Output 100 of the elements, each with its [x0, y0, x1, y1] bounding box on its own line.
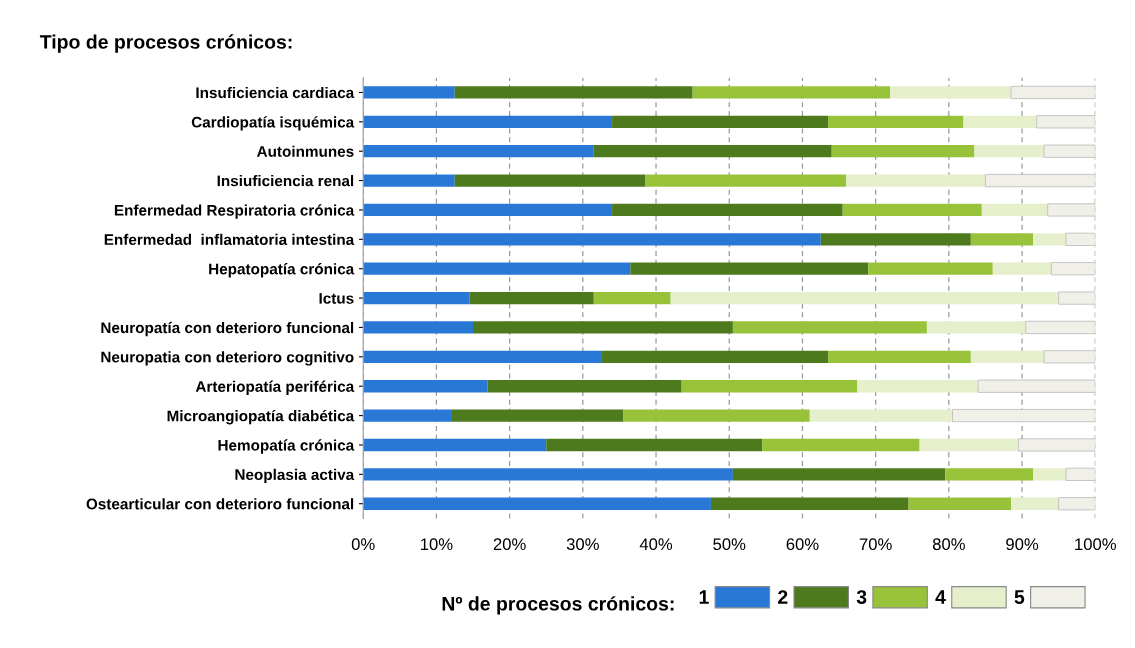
bar: [1043, 350, 1096, 364]
y-tick-label: Autoinmunes: [256, 145, 354, 157]
bar: [970, 233, 1034, 246]
bar: [842, 203, 982, 217]
bar: [692, 86, 891, 99]
y-tick-label: Enfermedad inflamatoria intestina: [104, 233, 355, 246]
bar: [890, 86, 1012, 99]
bar: [593, 145, 832, 158]
y-tick-label: Microangiopatía diabética: [167, 409, 355, 425]
bar: [732, 468, 946, 481]
bar: [1025, 320, 1096, 335]
bar: [612, 203, 843, 217]
bar: [363, 321, 474, 334]
x-tick-label: 30%: [566, 538, 599, 551]
x-tick-label: 70%: [859, 538, 892, 551]
bar: [981, 203, 1048, 217]
legend-label: 5: [1014, 590, 1025, 604]
bar: [454, 174, 646, 187]
y-tick-label: Insiuficiencia renal: [217, 175, 354, 187]
bar: [868, 262, 993, 275]
bar: [487, 380, 682, 393]
y-tick-label: Enfermedad Respiratoria crónica: [114, 204, 355, 219]
bar: [363, 380, 488, 393]
bar: [612, 115, 829, 128]
bar: [1043, 144, 1096, 158]
legend-label: 4: [935, 590, 946, 604]
x-tick-label: 10%: [421, 538, 453, 551]
bar: [363, 468, 733, 481]
bar: [970, 350, 1045, 363]
bar: [363, 145, 594, 158]
bar: [809, 409, 953, 422]
bar: [363, 115, 613, 128]
bar: [1058, 497, 1096, 511]
bar: [828, 350, 971, 363]
bar: [926, 321, 1026, 334]
bar: [992, 262, 1052, 275]
bar: [363, 262, 631, 275]
y-tick-label: Ictus: [319, 293, 354, 304]
bar: [469, 291, 594, 305]
y-tick-label: Neuropatía con deterioro funcional: [101, 321, 354, 337]
bar: [1065, 467, 1096, 481]
bar: [363, 409, 452, 422]
bar: [451, 409, 624, 422]
bar: [1033, 233, 1066, 246]
y-tick-label: Arteriopatía periférica: [195, 380, 355, 395]
bar: [828, 115, 964, 128]
bar: [908, 497, 1012, 510]
bar: [681, 380, 858, 393]
bar: [963, 115, 1037, 128]
bar: [977, 379, 1096, 393]
bar: [645, 174, 847, 187]
bar: [831, 145, 975, 158]
bar: [1036, 115, 1096, 129]
y-tick-label: Hepatopatía crónica: [209, 263, 355, 278]
bar: [1010, 85, 1096, 100]
bar: [857, 380, 979, 393]
bar: [363, 291, 470, 305]
bar: [1058, 291, 1096, 305]
bar: [945, 468, 1034, 481]
bar: [1050, 262, 1096, 276]
bar: [732, 321, 927, 334]
bar: [952, 409, 1096, 423]
x-tick-label: 90%: [1006, 538, 1039, 551]
bar: [363, 350, 602, 363]
y-tick-label: Ostearticular con deterioro funcional: [86, 498, 354, 510]
x-tick-label: 20%: [493, 538, 526, 551]
y-tick-label: Neoplasia activa: [235, 468, 355, 484]
bar: [363, 497, 711, 510]
x-tick-label: 60%: [786, 538, 819, 551]
bar: [1047, 203, 1096, 217]
bar: [601, 350, 829, 363]
bar: [1065, 232, 1096, 246]
x-tick-label: 0%: [351, 538, 375, 551]
bar: [1033, 468, 1066, 481]
bar: [473, 321, 733, 334]
bar: [1017, 438, 1096, 452]
bar: [919, 438, 1019, 452]
y-tick-label: Insuficiencia cardiaca: [196, 86, 355, 99]
bar: [820, 233, 971, 246]
bar: [363, 203, 613, 217]
bar: [546, 438, 763, 452]
y-tick-label: Neuropatia con deterioro cognitivo: [101, 351, 354, 366]
bar: [363, 174, 455, 187]
bar: [630, 262, 869, 275]
bar: [974, 145, 1045, 158]
x-tick-label: 40%: [639, 538, 673, 551]
bar: [670, 291, 1059, 305]
bar: [454, 86, 693, 99]
bar: [363, 86, 455, 99]
bar: [593, 291, 671, 305]
legend-label: 3: [856, 590, 867, 604]
y-tick-label: Cardiopatía isquémica: [191, 116, 355, 131]
bar: [846, 174, 986, 187]
bar: [762, 438, 920, 452]
legend-label: 1: [699, 590, 709, 604]
x-tick-label: 50%: [713, 538, 746, 551]
bar: [623, 409, 810, 422]
x-tick-label: 100%: [1075, 538, 1116, 551]
bar: [363, 233, 821, 246]
bar: [985, 173, 1096, 188]
